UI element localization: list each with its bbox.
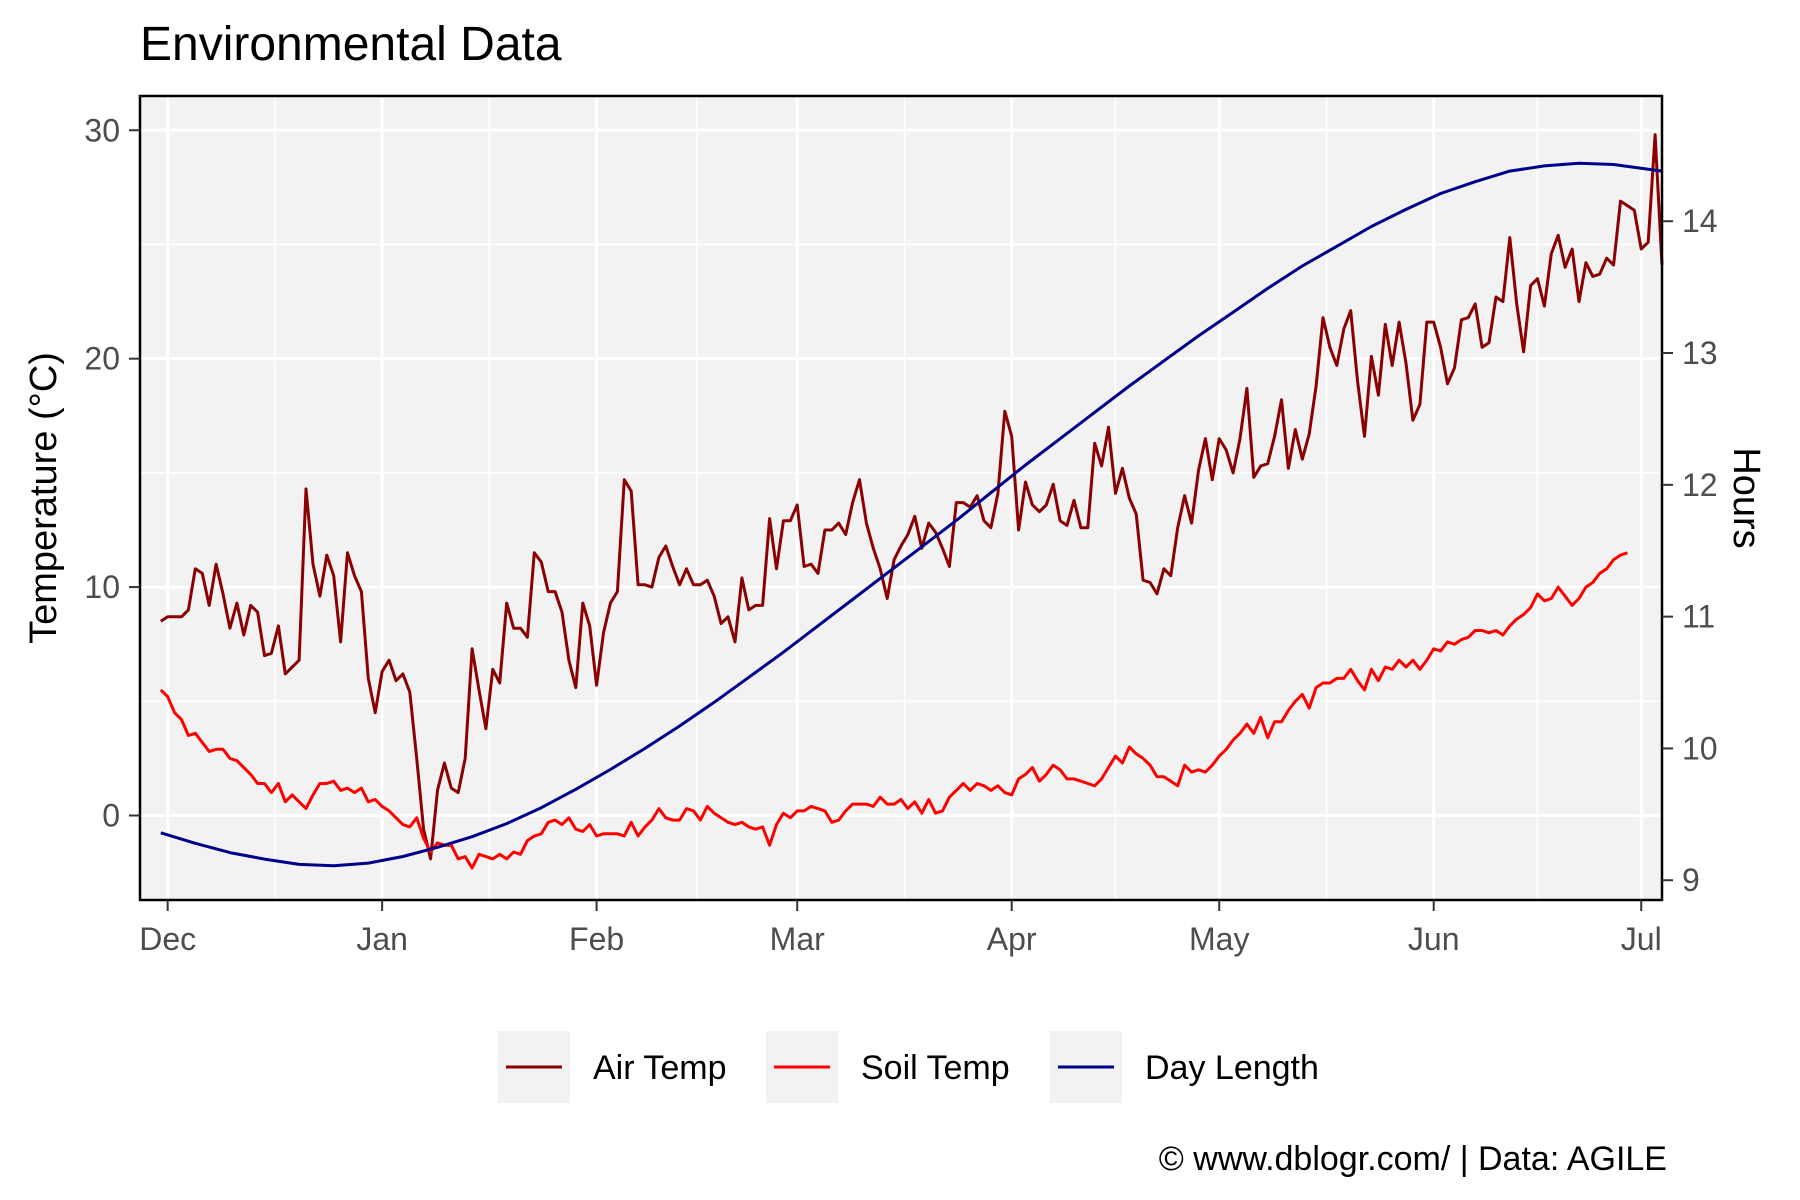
plot-border [138, 94, 1664, 902]
x-axis: Dec Jan Feb Mar Apr May Jun Jul [139, 900, 1662, 957]
x-tick-label: Apr [987, 921, 1037, 957]
chart-caption: © www.dblogr.com/ | Data: AGILE [1158, 1140, 1667, 1178]
series-line-soil-temp [159, 551, 1628, 870]
y-right-tick-label: 10 [1682, 730, 1718, 766]
legend: Air Temp Soil Temp Day Length [498, 1031, 1319, 1103]
y-right-tick-label: 12 [1682, 467, 1718, 503]
x-tick-label: Jun [1408, 921, 1460, 957]
x-tick-label: Mar [770, 921, 825, 957]
y-left-tick-label: 20 [84, 341, 120, 377]
x-tick-label: Jul [1621, 921, 1662, 957]
legend-label-day-length: Day Length [1145, 1049, 1319, 1087]
x-tick-label: May [1189, 921, 1249, 957]
chart-title: Environmental Data [140, 18, 562, 71]
x-tick-label: Feb [569, 921, 624, 957]
y-left-tick-label: 10 [84, 569, 120, 605]
series-line-day-length [160, 161, 1663, 868]
grid-lines [140, 96, 1662, 900]
series-line-air-temp [159, 133, 1664, 861]
y-axis-label-left: Temperature (°C) [23, 352, 65, 644]
x-tick-label: Dec [139, 921, 196, 957]
legend-label-soil-temp: Soil Temp [861, 1049, 1010, 1087]
series-layer [159, 133, 1664, 870]
y-right-tick-label: 13 [1682, 335, 1718, 371]
y-axis-label-right: Hours [1725, 447, 1767, 548]
y-right-tick-label: 9 [1682, 862, 1700, 898]
x-tick-label: Jan [356, 921, 408, 957]
y-axis-right: 9 10 11 12 13 14 [1662, 203, 1718, 898]
plot-background [140, 96, 1662, 900]
y-left-tick-label: 0 [102, 797, 120, 833]
y-left-tick-label: 30 [84, 112, 120, 148]
y-right-tick-label: 11 [1682, 599, 1715, 635]
y-axis-left: 0 10 20 30 [84, 112, 140, 833]
legend-label-air-temp: Air Temp [593, 1049, 727, 1087]
y-right-tick-label: 14 [1682, 203, 1718, 239]
